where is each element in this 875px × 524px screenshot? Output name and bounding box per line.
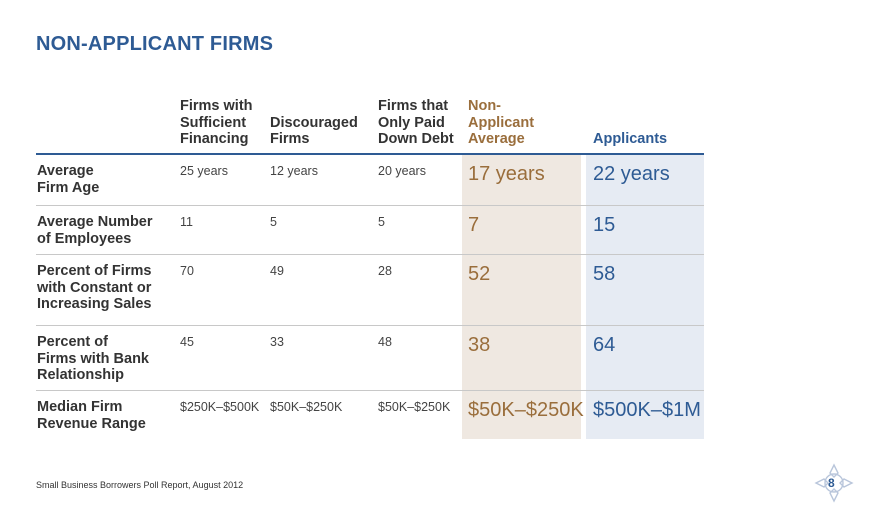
row-label-revenue-range: Median Firm Revenue Range (37, 399, 172, 432)
cell: $50K–$250K (378, 400, 451, 414)
label-line: Revenue Range (37, 415, 146, 432)
header-line: Discouraged (270, 114, 358, 131)
cell: 5 (378, 215, 385, 229)
cell: 28 (378, 264, 392, 278)
non-applicant-value: 7 (468, 214, 480, 236)
label-line: Increasing Sales (37, 296, 152, 312)
row-label-sales: Percent of Firms with Constant or Increa… (37, 263, 172, 313)
label-line: Average (37, 163, 94, 179)
row-divider (36, 390, 704, 391)
header-line: Firms with (180, 98, 253, 114)
cell: 11 (180, 215, 193, 229)
row-divider (36, 325, 704, 326)
label-line: Average Number (37, 214, 153, 230)
header-line: Applicants (593, 131, 668, 147)
header-sufficient-financing: Firms with Sufficient Financing (180, 98, 253, 148)
row-label-firm-age: Average Firm Age (37, 163, 172, 196)
cell: $250K–$500K (180, 400, 260, 414)
cell: 33 (270, 335, 284, 349)
header-line: Down Debt (378, 131, 454, 147)
cell: 25 years (180, 164, 228, 178)
applicants-value: 58 (593, 263, 616, 285)
ornament-logo-icon (814, 463, 854, 503)
non-applicant-value: $50K–$250K (468, 399, 584, 421)
cell: 45 (180, 335, 194, 349)
applicants-value: 22 years (593, 163, 670, 185)
applicants-value: 64 (593, 334, 616, 356)
header-line: Firms (270, 131, 310, 147)
label-line: Percent of (37, 334, 108, 350)
cell: 20 years (378, 164, 426, 178)
cell: 12 years (270, 164, 318, 178)
applicants-value: 15 (593, 214, 616, 236)
label-line: Relationship (37, 367, 125, 383)
footer-source: Small Business Borrowers Poll Report, Au… (36, 480, 244, 490)
page-number: 8 (828, 476, 835, 490)
non-applicant-value: 38 (468, 334, 491, 356)
row-label-bank-relationship: Percent of Firms with Bank Relationship (37, 334, 172, 384)
header-paid-down-debt: Firms that Only Paid Down Debt (378, 98, 454, 148)
cell: 5 (270, 215, 277, 229)
header-discouraged: Discouraged Firms (270, 115, 358, 148)
header-line: Only Paid (378, 114, 445, 131)
non-applicant-column-shade (462, 153, 581, 439)
header-applicants: Applicants (593, 131, 667, 148)
non-applicant-value: 52 (468, 263, 491, 285)
label-line: Firm Age (37, 179, 100, 196)
header-line: Average (468, 131, 525, 147)
header-line: Applicant (468, 114, 535, 131)
applicants-column-shade (586, 153, 704, 439)
row-divider (36, 254, 704, 255)
cell: 49 (270, 264, 284, 278)
page-title: NON-APPLICANT FIRMS (36, 33, 274, 55)
cell: 70 (180, 264, 194, 278)
label-line: Firms with Bank (37, 350, 149, 367)
applicants-value: $500K–$1M (593, 399, 701, 421)
label-line: Percent of Firms (37, 263, 152, 279)
header-line: Financing (180, 131, 249, 147)
row-divider (36, 205, 704, 206)
header-line: Non- (468, 98, 502, 114)
cell: $50K–$250K (270, 400, 343, 414)
label-line: of Employees (37, 230, 132, 247)
non-applicant-value: 17 years (468, 163, 545, 185)
label-line: with Constant or (37, 279, 152, 296)
row-label-employees: Average Number of Employees (37, 214, 172, 247)
header-line: Firms that (378, 98, 449, 114)
cell: 48 (378, 335, 392, 349)
header-non-applicant: Non- Applicant Average (468, 98, 534, 148)
label-line: Median Firm (37, 399, 123, 415)
header-rule (36, 153, 704, 155)
header-line: Sufficient (180, 114, 247, 131)
